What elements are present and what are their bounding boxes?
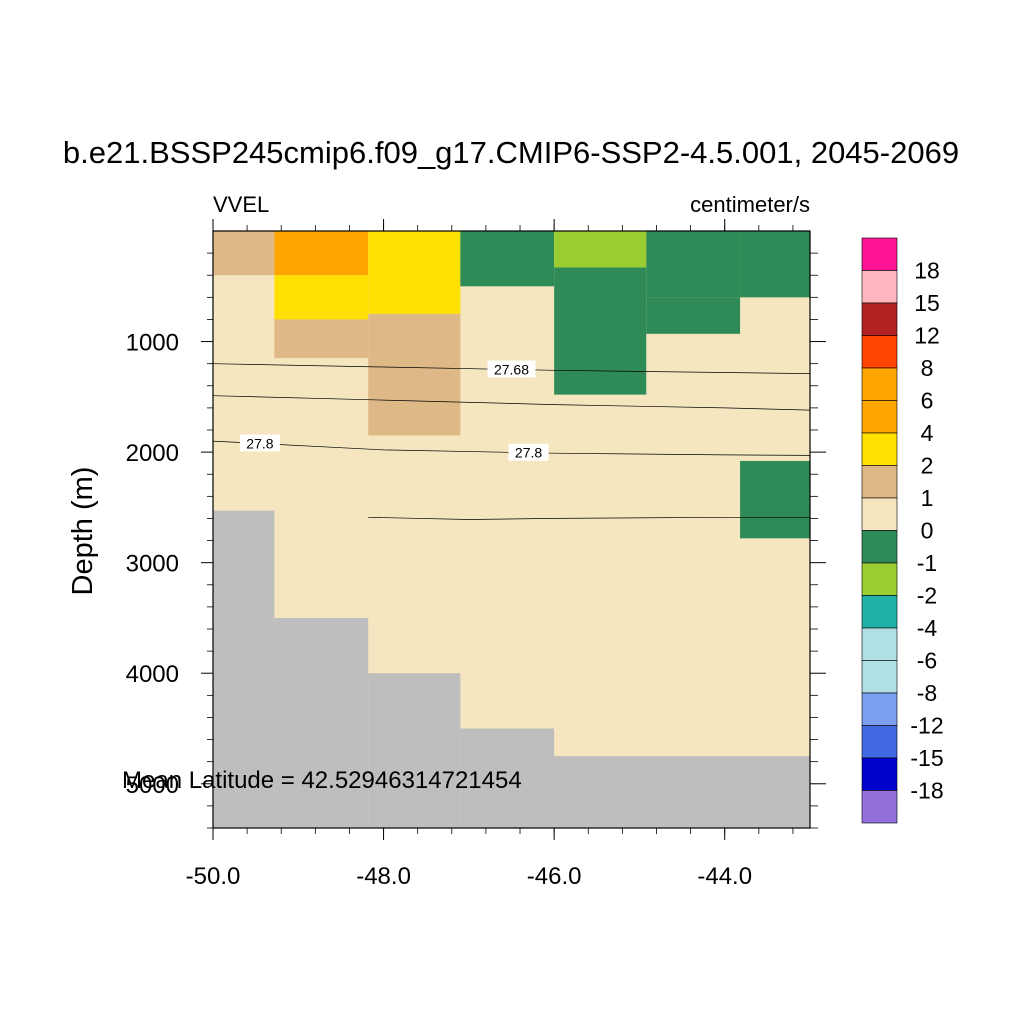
density-contour-0 <box>212 363 811 374</box>
colorbar-box-9 <box>861 530 898 564</box>
density-contour-3 <box>368 516 810 520</box>
y-axis-label: Depth (m) <box>67 467 99 596</box>
contour-label-2b: 27.8 <box>246 435 273 451</box>
axes-layer: -50.0 -48.0 -46.0 -44.0 1000 2000 3000 4000 5000 <box>126 219 826 890</box>
variable-label: VVEL <box>213 192 269 217</box>
plot-frame <box>212 230 811 829</box>
data-cell-7 <box>554 231 647 268</box>
colorbar-label-15: -15 <box>910 745 943 771</box>
colorbar: 18 15 12 8 6 4 2 1 0 -1 -2 -4 -6 -8 -12 -15 -18 <box>861 237 944 824</box>
data-cell-12 <box>740 460 810 539</box>
colorbar-label-8: 0 <box>921 518 934 544</box>
data-cell-3 <box>368 231 461 314</box>
density-contour-2 <box>212 440 811 456</box>
land-mask-3 <box>460 728 555 828</box>
colorbar-label-3: 8 <box>921 355 934 381</box>
colorbar-box-2 <box>861 302 898 336</box>
colorbar-box-15 <box>861 725 898 759</box>
colorbar-label-7: 1 <box>921 485 934 511</box>
colorbar-box-14 <box>861 692 898 726</box>
colorbar-label-2: 12 <box>914 323 940 349</box>
land-mask-4 <box>554 756 810 828</box>
colorbar-label-13: -8 <box>917 680 937 706</box>
colorbar-box-8 <box>861 497 898 531</box>
data-cell-8 <box>554 267 647 395</box>
colorbar-box-12 <box>861 627 898 661</box>
colorbar-label-6: 2 <box>921 453 934 479</box>
colorbar-label-1: 15 <box>914 290 940 316</box>
units-label: centimeter/s <box>690 192 810 217</box>
data-cell-1 <box>274 231 369 276</box>
data-cell-5 <box>368 313 461 436</box>
data-cell-4 <box>274 319 369 359</box>
x-tick-label-2: -46.0 <box>527 863 582 890</box>
x-tick-label-0: -50.0 <box>186 863 241 890</box>
mean-latitude-annotation: Mean Latitude = 42.52946314721454 <box>122 767 522 794</box>
data-cell-9 <box>646 231 741 298</box>
colorbar-label-4: 6 <box>921 388 934 414</box>
land-mask-1 <box>274 617 369 828</box>
colorbar-box-11 <box>861 595 898 629</box>
y-tick-label-4: 5000 <box>126 772 179 799</box>
colorbar-box-6 <box>861 432 898 466</box>
density-contour-1 <box>212 395 811 411</box>
data-cell-6 <box>460 231 555 287</box>
data-cell-10 <box>646 297 741 334</box>
colorbar-label-0: 18 <box>914 258 940 284</box>
y-tick-label-0: 1000 <box>126 330 179 357</box>
chart-title: b.e21.BSSP245cmip6.f09_g17.CMIP6-SSP2-4.… <box>63 135 959 170</box>
colorbar-box-10 <box>861 562 898 596</box>
colorbar-box-4 <box>861 367 898 401</box>
colorbar-label-10: -2 <box>917 583 937 609</box>
colorbar-box-16 <box>861 757 898 791</box>
colorbar-box-1 <box>861 270 898 304</box>
contour-label-2a: 27.8 <box>515 445 542 461</box>
x-tick-label-1: -48.0 <box>356 863 411 890</box>
colorbar-box-0 <box>861 237 898 271</box>
data-cell-2 <box>274 275 369 320</box>
data-cell-0 <box>213 231 275 276</box>
contour-label-bg-0a <box>487 360 536 378</box>
y-tick-label-1: 2000 <box>126 440 179 467</box>
colorbar-box-17 <box>861 790 898 824</box>
colorbar-box-3 <box>861 335 898 369</box>
contour-layer: 27.68 27.8 27.8 <box>212 360 811 520</box>
colorbar-box-13 <box>861 660 898 694</box>
colorbar-label-11: -4 <box>917 615 938 641</box>
colorbar-label-16: -18 <box>910 778 943 804</box>
colorbar-label-9: -1 <box>917 550 937 576</box>
plot-area <box>213 231 810 828</box>
contour-label-bg-2a <box>508 443 549 461</box>
colorbar-label-5: 4 <box>921 420 934 446</box>
colorbar-box-7 <box>861 465 898 499</box>
colorbar-label-12: -6 <box>917 648 937 674</box>
land-mask-0 <box>213 510 275 828</box>
contour-label-bg-2b <box>239 434 280 452</box>
data-cell-11 <box>740 231 810 298</box>
colorbar-box-5 <box>861 400 898 434</box>
y-tick-label-3: 4000 <box>126 661 179 688</box>
y-tick-label-2: 3000 <box>126 551 179 578</box>
x-tick-label-3: -44.0 <box>697 863 752 890</box>
contour-label-0a: 27.68 <box>494 361 529 377</box>
colorbar-label-14: -12 <box>910 713 943 739</box>
land-mask-2 <box>368 673 461 828</box>
